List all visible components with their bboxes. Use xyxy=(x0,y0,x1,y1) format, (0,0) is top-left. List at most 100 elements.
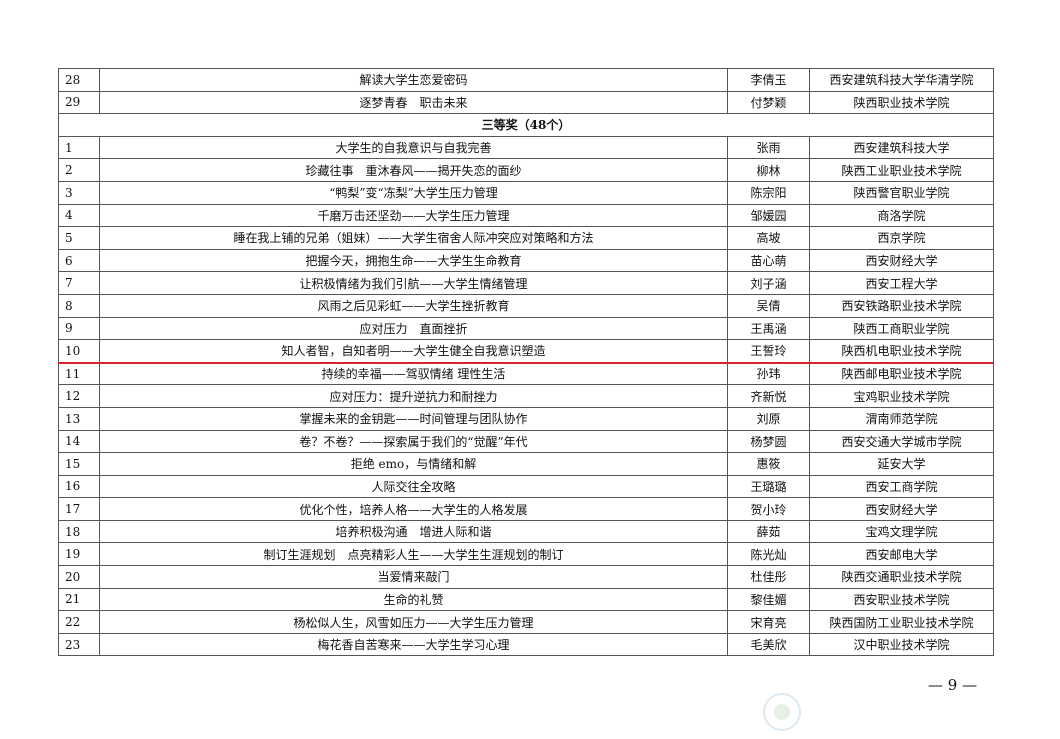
school-name: 西安工程大学 xyxy=(809,271,994,295)
entry-title: 梅花香自苦寒来——大学生学习心理 xyxy=(99,632,728,657)
author-name: 陈宗阳 xyxy=(727,180,810,205)
table-row: 16 人际交往全攻略 王璐璐 西安工商学院 xyxy=(58,474,994,499)
school-name: 宝鸡职业技术学院 xyxy=(809,384,994,408)
author-name: 李倩玉 xyxy=(727,68,810,92)
entry-title: 风雨之后见彩虹——大学生挫折教育 xyxy=(99,293,728,318)
entry-title: 杨松似人生，风雪如压力——大学生压力管理 xyxy=(99,610,728,634)
author-name: 薛茹 xyxy=(727,519,810,544)
row-number: 1 xyxy=(58,135,100,160)
author-name: 张雨 xyxy=(727,135,810,160)
table-row: 29 逐梦青春 职击未来 付梦颖 陕西职业技术学院 xyxy=(58,90,994,115)
school-name: 延安大学 xyxy=(809,452,994,476)
table-row: 20 当爱情来敲门 杜佳彤 陕西交通职业技术学院 xyxy=(58,565,994,589)
entry-title: 制订生涯规划 点亮精彩人生——大学生生涯规划的制订 xyxy=(99,542,728,567)
table-row: 14 卷？不卷？——探索属于我们的“觉醒”年代 杨梦圆 西安交通大学城市学院 xyxy=(58,429,994,454)
table-row: 22 杨松似人生，风雪如压力——大学生压力管理 宋育亮 陕西国防工业职业技术学院 xyxy=(58,610,994,634)
row-number: 14 xyxy=(58,429,100,454)
row-number: 7 xyxy=(58,271,100,295)
entry-title: 大学生的自我意识与自我完善 xyxy=(99,135,728,160)
author-name: 邹媛园 xyxy=(727,203,810,228)
row-number: 19 xyxy=(58,542,100,567)
table-row: 19 制订生涯规划 点亮精彩人生——大学生生涯规划的制订 陈光灿 西安邮电大学 xyxy=(58,542,994,567)
entry-title: 培养积极沟通 增进人际和谐 xyxy=(99,519,728,544)
entry-title: 千磨万击还坚劲——大学生压力管理 xyxy=(99,203,728,228)
school-name: 西安交通大学城市学院 xyxy=(809,429,994,454)
row-number: 17 xyxy=(58,497,100,521)
entry-title: 拒绝 emo，与情绪和解 xyxy=(99,452,728,476)
section-title: 三等奖（48个） xyxy=(58,113,994,137)
author-name: 付梦颖 xyxy=(727,90,810,115)
entry-title: 睡在我上铺的兄弟（姐妹）——大学生宿舍人际冲突应对策略和方法 xyxy=(99,226,728,250)
row-number: 8 xyxy=(58,293,100,318)
author-name: 惠筱 xyxy=(727,452,810,476)
table-row: 23 梅花香自苦寒来——大学生学习心理 毛美欣 汉中职业技术学院 xyxy=(58,632,994,657)
row-number: 13 xyxy=(58,406,100,431)
school-name: 西安财经大学 xyxy=(809,497,994,521)
school-name: 陕西职业技术学院 xyxy=(809,90,994,115)
school-name: 宝鸡文理学院 xyxy=(809,519,994,544)
row-number: 4 xyxy=(58,203,100,228)
table-row: 12 应对压力：提升逆抗力和耐挫力 齐新悦 宝鸡职业技术学院 xyxy=(58,384,994,408)
entry-title: 生命的礼赞 xyxy=(99,587,728,612)
table-row: 28 解读大学生恋爱密码 李倩玉 西安建筑科技大学华清学院 xyxy=(58,68,994,92)
table-row: 2 珍藏往事 重沐春风——揭开失恋的面纱 柳林 陕西工业职业技术学院 xyxy=(58,158,994,182)
row-number: 22 xyxy=(58,610,100,634)
entry-title: “鸭梨”变“冻梨”大学生压力管理 xyxy=(99,180,728,205)
table-row: 18 培养积极沟通 增进人际和谐 薛茹 宝鸡文理学院 xyxy=(58,519,994,544)
entry-title: 当爱情来敲门 xyxy=(99,565,728,589)
section-header-row: 三等奖（48个） xyxy=(58,113,994,137)
author-name: 孙玮 xyxy=(727,361,810,386)
table-row: 7 让积极情绪为我们引航——大学生情绪管理 刘子涵 西安工程大学 xyxy=(58,271,994,295)
author-name: 黎佳媚 xyxy=(727,587,810,612)
table-row: 9 应对压力 直面挫折 王禹涵 陕西工商职业学院 xyxy=(58,316,994,341)
school-name: 陕西交通职业技术学院 xyxy=(809,565,994,589)
school-name: 陕西机电职业技术学院 xyxy=(809,339,994,363)
row-number: 28 xyxy=(58,68,100,92)
author-name: 杜佳彤 xyxy=(727,565,810,589)
entry-title: 让积极情绪为我们引航——大学生情绪管理 xyxy=(99,271,728,295)
school-name: 陕西工业职业技术学院 xyxy=(809,158,994,182)
entry-title: 知人者智，自知者明——大学生健全自我意识塑造 xyxy=(99,339,728,363)
entry-title: 把握今天，拥抱生命——大学生生命教育 xyxy=(99,248,728,273)
entry-title: 应对压力：提升逆抗力和耐挫力 xyxy=(99,384,728,408)
row-number: 23 xyxy=(58,632,100,657)
table-row: 15 拒绝 emo，与情绪和解 惠筱 延安大学 xyxy=(58,452,994,476)
row-number: 2 xyxy=(58,158,100,182)
entry-title: 应对压力 直面挫折 xyxy=(99,316,728,341)
entry-title: 人际交往全攻略 xyxy=(99,474,728,499)
row-number: 15 xyxy=(58,452,100,476)
school-name: 陕西邮电职业技术学院 xyxy=(809,361,994,386)
school-name: 陕西工商职业学院 xyxy=(809,316,994,341)
author-name: 高坡 xyxy=(727,226,810,250)
school-name: 西安工商学院 xyxy=(809,474,994,499)
author-name: 刘子涵 xyxy=(727,271,810,295)
row-number: 11 xyxy=(58,361,100,386)
author-name: 齐新悦 xyxy=(727,384,810,408)
school-name: 西安财经大学 xyxy=(809,248,994,273)
author-name: 杨梦圆 xyxy=(727,429,810,454)
row-number: 3 xyxy=(58,180,100,205)
table-row: 21 生命的礼赞 黎佳媚 西安职业技术学院 xyxy=(58,587,994,612)
author-name: 贺小玲 xyxy=(727,497,810,521)
table-row: 11 持续的幸福——驾驭情绪 理性生活 孙玮 陕西邮电职业技术学院 xyxy=(58,361,994,386)
red-annotation-line xyxy=(58,362,993,364)
school-name: 渭南师范学院 xyxy=(809,406,994,431)
entry-title: 掌握未来的金钥匙——时间管理与团队协作 xyxy=(99,406,728,431)
entry-title: 卷？不卷？——探索属于我们的“觉醒”年代 xyxy=(99,429,728,454)
row-number: 18 xyxy=(58,519,100,544)
author-name: 王璐璐 xyxy=(727,474,810,499)
school-name: 西安铁路职业技术学院 xyxy=(809,293,994,318)
entry-title: 优化个性，培养人格——大学生的人格发展 xyxy=(99,497,728,521)
school-name: 西京学院 xyxy=(809,226,994,250)
table-row: 5 睡在我上铺的兄弟（姐妹）——大学生宿舍人际冲突应对策略和方法 高坡 西京学院 xyxy=(58,226,994,250)
table-row: 8 风雨之后见彩虹——大学生挫折教育 吴倩 西安铁路职业技术学院 xyxy=(58,293,994,318)
school-name: 西安邮电大学 xyxy=(809,542,994,567)
school-name: 西安建筑科技大学 xyxy=(809,135,994,160)
row-number: 10 xyxy=(58,339,100,363)
author-name: 苗心萌 xyxy=(727,248,810,273)
author-name: 毛美欣 xyxy=(727,632,810,657)
row-number: 16 xyxy=(58,474,100,499)
table-row: 6 把握今天，拥抱生命——大学生生命教育 苗心萌 西安财经大学 xyxy=(58,248,994,273)
table-row: 3 “鸭梨”变“冻梨”大学生压力管理 陈宗阳 陕西警官职业学院 xyxy=(58,180,994,205)
table-row: 17 优化个性，培养人格——大学生的人格发展 贺小玲 西安财经大学 xyxy=(58,497,994,521)
